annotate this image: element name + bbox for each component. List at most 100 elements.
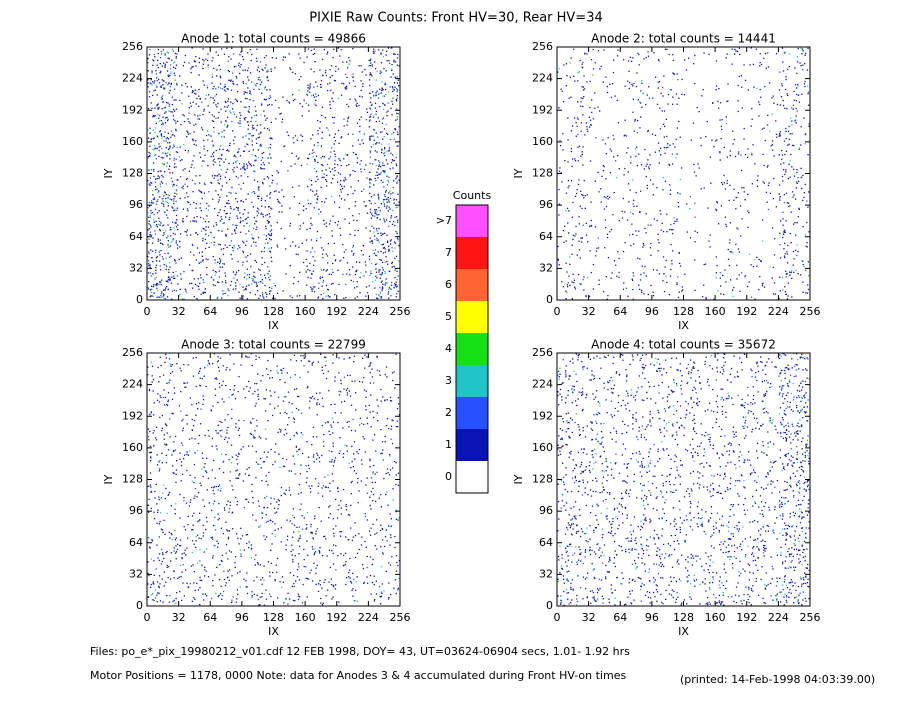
count-dot (358, 65, 360, 67)
count-dot (276, 571, 278, 573)
count-dot (747, 226, 749, 228)
count-dot (197, 589, 199, 591)
heat-cell (654, 142, 683, 169)
count-dot (235, 99, 238, 101)
count-dot (292, 549, 294, 551)
x-tick-label: 0 (144, 305, 151, 318)
count-dot (306, 527, 308, 529)
count-dot (220, 189, 222, 191)
count-dot (147, 596, 149, 598)
count-dot (190, 166, 192, 168)
count-dot (161, 198, 163, 200)
count-dot (791, 107, 793, 109)
count-dot (170, 235, 172, 237)
count-dot (179, 590, 181, 593)
count-dot (218, 484, 221, 486)
count-dot (264, 99, 266, 101)
count-dot (391, 86, 394, 88)
count-dot (396, 57, 399, 59)
heat-cell (243, 542, 274, 574)
count-dot (246, 533, 249, 536)
count-dot (387, 180, 389, 182)
count-dot (159, 228, 161, 231)
count-dot (244, 218, 246, 221)
count-dot (359, 95, 361, 97)
count-dot (294, 98, 296, 101)
count-dot (312, 270, 314, 272)
count-dot (168, 147, 170, 149)
count-dot (388, 181, 390, 183)
count-dot (383, 164, 385, 167)
count-dot (387, 102, 389, 104)
count-dot (361, 536, 363, 538)
count-dot (195, 207, 197, 209)
count-dot (615, 160, 617, 162)
colorbar-label: 7 (445, 246, 452, 259)
count-dot (808, 191, 810, 193)
count-dot (308, 485, 310, 487)
count-dot (369, 230, 371, 232)
count-dot (299, 537, 301, 539)
count-dot (231, 456, 233, 458)
count-dot (657, 87, 659, 89)
count-dot (188, 121, 190, 123)
count-dot (272, 571, 274, 574)
count-dot (282, 290, 284, 292)
count-dot (734, 155, 737, 158)
count-dot (323, 269, 325, 271)
heat-cell (337, 80, 368, 110)
count-dot (607, 295, 609, 297)
count-dot (354, 205, 356, 207)
count-dot (195, 546, 197, 549)
count-dot (643, 58, 645, 60)
count-dot (240, 448, 242, 450)
count-dot (247, 501, 250, 503)
count-dot (803, 265, 805, 268)
count-dot (680, 167, 683, 169)
x-tick-label: 224 (358, 305, 379, 318)
count-dot (391, 68, 393, 70)
count-dot (262, 577, 264, 579)
count-dot (368, 530, 371, 532)
count-dot (388, 288, 390, 291)
count-dot (394, 269, 396, 271)
count-dot (786, 93, 788, 95)
count-dot (565, 290, 567, 292)
count-dot (159, 196, 161, 198)
count-dot (265, 64, 267, 66)
count-dot (175, 226, 178, 228)
count-dot (632, 213, 634, 215)
count-dot (148, 253, 150, 255)
count-dot (611, 272, 613, 274)
count-dot (174, 539, 176, 541)
count-dot (379, 287, 381, 289)
count-dot (662, 189, 664, 191)
heat-cell (686, 207, 711, 236)
count-dot (163, 224, 165, 226)
count-dot (191, 47, 193, 49)
count-dot (186, 453, 188, 456)
count-dot (311, 273, 313, 275)
count-dot (251, 237, 254, 239)
count-dot (796, 93, 798, 96)
count-dot (322, 298, 324, 300)
count-dot (219, 244, 221, 246)
count-dot (782, 224, 784, 226)
count-dot (271, 532, 273, 535)
count-dot (270, 229, 273, 231)
count-dot (747, 210, 749, 212)
count-dot (372, 493, 375, 496)
count-dot (371, 581, 374, 584)
count-dot (278, 500, 280, 502)
count-dot (254, 223, 256, 225)
x-tick-label: 128 (263, 305, 284, 318)
count-dot (168, 566, 170, 568)
count-dot (199, 182, 201, 184)
count-dot (268, 221, 270, 223)
count-dot (198, 261, 200, 263)
count-dot (320, 83, 322, 86)
count-dot (694, 241, 696, 243)
count-dot (585, 122, 588, 124)
count-dot (393, 138, 395, 140)
count-dot (346, 164, 348, 167)
